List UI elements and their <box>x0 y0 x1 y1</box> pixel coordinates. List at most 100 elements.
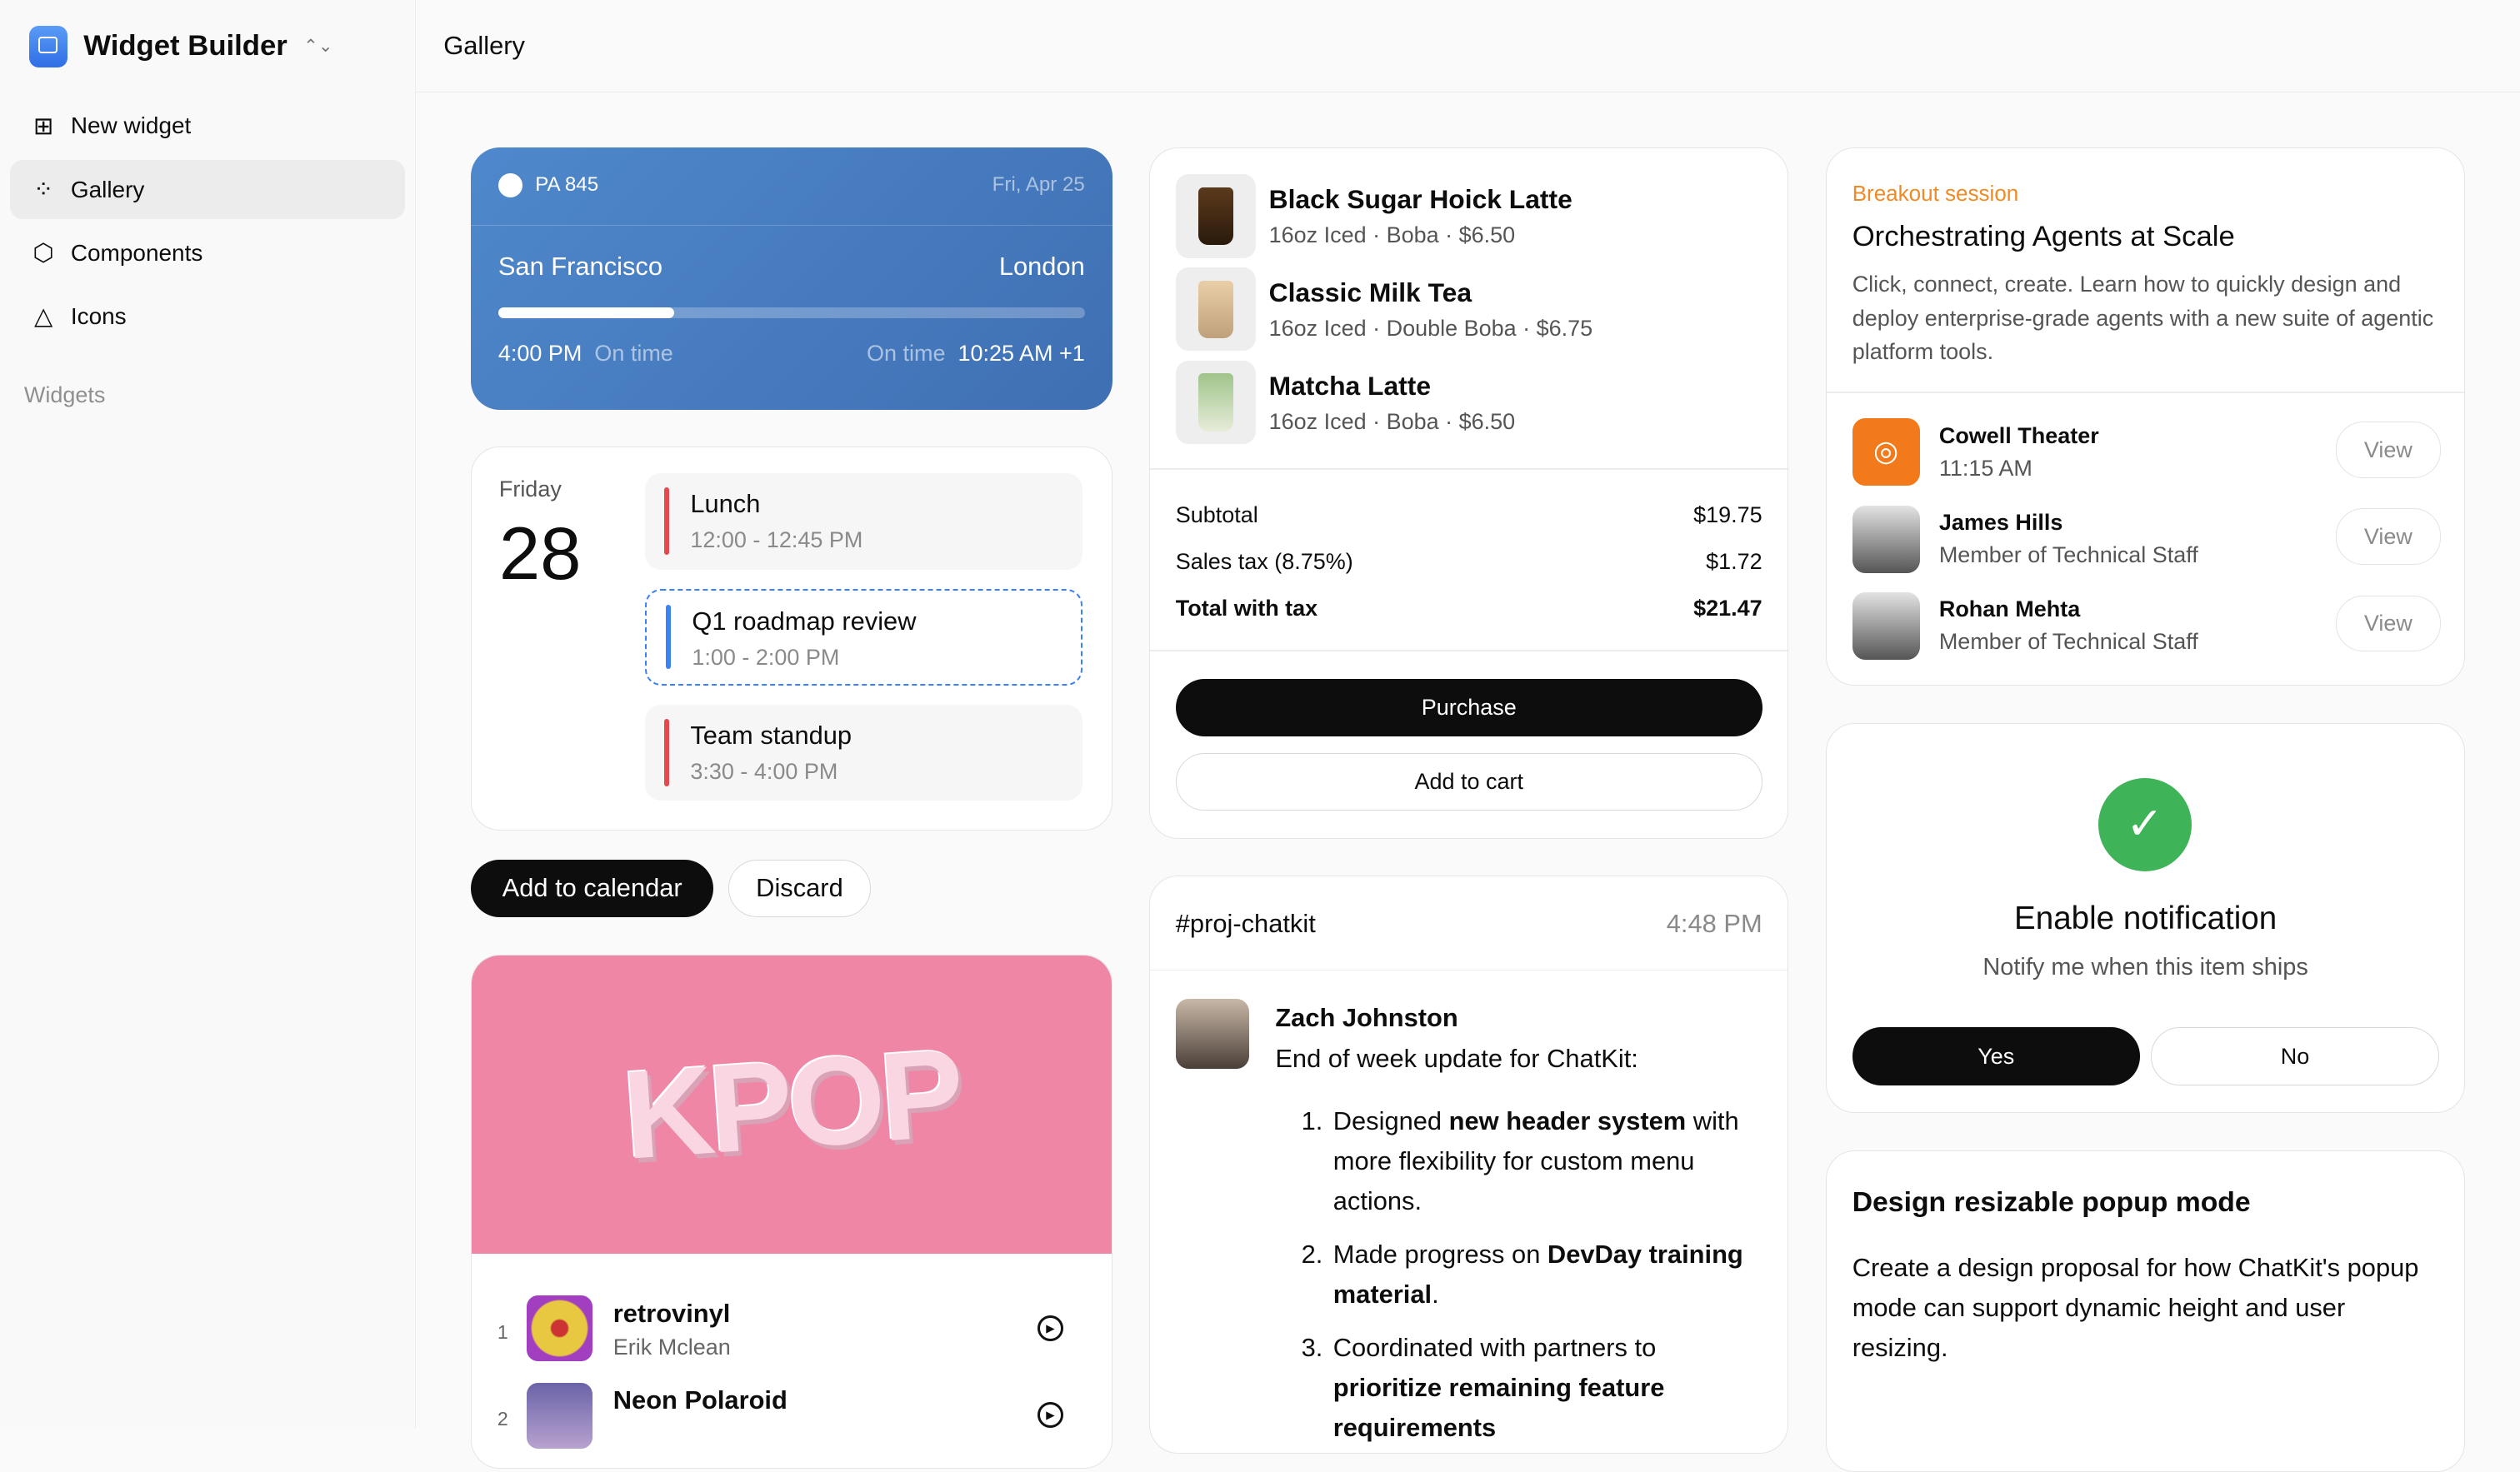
task-title: Design resizable popup mode <box>1852 1186 2251 1219</box>
track-row[interactable]: 1 retrovinyl Erik Mclean ▶ <box>472 1295 1111 1366</box>
item-desc: 16oz Iced · Boba · $6.50 <box>1268 222 1516 248</box>
flight-number: PA 845 <box>535 173 599 197</box>
item-desc: 16oz Iced · Double Boba · $6.75 <box>1268 315 1593 341</box>
check-icon: ✓ <box>2098 778 2192 872</box>
total-value: $21.47 <box>1693 595 1762 621</box>
message-time: 4:48 PM <box>1666 908 1762 938</box>
cube-icon: ⬡ <box>32 240 54 267</box>
add-to-cart-button[interactable]: Add to cart <box>1175 752 1762 811</box>
event-title: Team standup <box>690 720 852 750</box>
event-time: 1:00 - 2:00 PM <box>692 644 840 670</box>
subtotal-label: Subtotal <box>1175 501 1258 527</box>
order-item: Matcha Latte 16oz Iced · Boba · $6.50 <box>1175 360 1754 445</box>
avatar <box>1852 505 1920 573</box>
item-name: Classic Milk Tea <box>1268 277 1472 307</box>
sidebar-item-label: New widget <box>70 112 192 139</box>
flight-date: Fri, Apr 25 <box>992 173 1085 197</box>
add-to-calendar-button[interactable]: Add to calendar <box>471 859 714 918</box>
track-number: 1 <box>497 1321 508 1344</box>
task-desc: Create a design proposal for how ChatKit… <box>1852 1252 2419 1362</box>
task-widget: Design resizable popup mode Create a des… <box>1825 1150 2466 1472</box>
view-button[interactable]: View <box>2336 595 2441 652</box>
subtotal-value: $19.75 <box>1693 501 1762 527</box>
no-button[interactable]: No <box>2151 1027 2439 1085</box>
arrive-status: On time <box>867 341 946 367</box>
message-text: End of week update for ChatKit: <box>1275 1043 1638 1073</box>
update-list: Designed new header system with more fle… <box>1275 1101 1748 1453</box>
plus-square-icon: ⊞ <box>32 112 54 140</box>
item-desc: 16oz Iced · Boba · $6.50 <box>1268 408 1516 434</box>
item-name: Black Sugar Hoick Latte <box>1268 183 1572 214</box>
flight-progress-fill <box>498 307 675 319</box>
location-pin-icon: ◎ <box>1852 418 1920 487</box>
view-button[interactable]: View <box>2336 508 2441 565</box>
airline-logo-icon <box>498 173 522 198</box>
list-item: Designed new header system with more fle… <box>1330 1101 1748 1222</box>
depart-time: 4:00 PM <box>498 341 582 367</box>
event-time: 3:30 - 4:00 PM <box>690 758 838 784</box>
calendar-event-selected[interactable]: Q1 roadmap review 1:00 - 2:00 PM <box>645 588 1082 686</box>
event-tag: Breakout session <box>1852 180 2019 206</box>
event-time: 12:00 - 12:45 PM <box>690 526 863 552</box>
track-thumbnail <box>526 1295 592 1362</box>
flight-widget: PA 845 Fri, Apr 25 San Francisco London 4:… <box>471 147 1112 410</box>
sidebar-item-new-widget[interactable]: ⊞ New widget <box>10 97 405 156</box>
notification-desc: Notify me when this item ships <box>1982 953 2308 981</box>
item-image <box>1175 174 1257 258</box>
playlist-cover: KPOP <box>472 955 1112 1255</box>
event-title: Orchestrating Agents at Scale <box>1852 221 2235 253</box>
event-widget: Breakout session Orchestrating Agents at… <box>1825 147 2466 686</box>
order-item: Black Sugar Hoick Latte 16oz Iced · Boba … <box>1175 174 1754 258</box>
item-name: Matcha Latte <box>1268 370 1432 401</box>
cover-logo: KPOP <box>618 1022 964 1186</box>
speaker-role: Member of Technical Staff <box>1938 541 2198 567</box>
calendar-widget: Friday 28 Lunch 12:00 - 12:45 PM Q1 roadm… <box>471 447 1112 831</box>
date-number: 28 <box>498 512 582 596</box>
total-label: Total with tax <box>1175 595 1318 621</box>
location-name: Cowell Theater <box>1938 423 2099 449</box>
track-title: Neon Polaroid <box>612 1385 788 1415</box>
app-title: Widget Builder <box>83 30 288 62</box>
shapes-icon: △ <box>33 303 53 331</box>
speaker-role: Member of Technical Staff <box>1938 629 2198 655</box>
message-author: Zach Johnston <box>1275 1003 1458 1033</box>
sidebar-item-gallery[interactable]: ⁘ Gallery <box>9 159 405 220</box>
tax-label: Sales tax (8.75%) <box>1175 548 1353 574</box>
calendar-event[interactable]: Team standup 3:30 - 4:00 PM <box>645 704 1082 801</box>
avatar <box>1175 998 1250 1070</box>
app-switcher[interactable]: Widget Builder ⌃⌄ <box>28 25 333 67</box>
list-item: Coordinated with partners to prioritize … <box>1330 1328 1748 1449</box>
destination-city: London <box>998 251 1085 281</box>
yes-button[interactable]: Yes <box>1852 1027 2140 1085</box>
calendar-event[interactable]: Lunch 12:00 - 12:45 PM <box>645 472 1082 570</box>
event-title: Q1 roadmap review <box>692 606 917 636</box>
play-icon[interactable]: ▶ <box>1037 1315 1063 1341</box>
track-title: retrovinyl <box>612 1299 731 1329</box>
flight-progress-bar <box>498 307 1085 319</box>
sidebar-item-components[interactable]: ⬡ Components <box>10 223 405 282</box>
notification-widget: ✓ Enable notification Notify me when thi… <box>1825 722 2466 1114</box>
track-thumbnail <box>526 1382 592 1449</box>
sidebar: Widget Builder ⌃⌄ ⊞ New widget ⁘ Gallery ⬡… <box>0 0 416 1429</box>
play-icon[interactable]: ▶ <box>1037 1401 1063 1428</box>
origin-city: San Francisco <box>498 251 662 281</box>
sidebar-item-label: Icons <box>70 302 127 329</box>
app-logo-icon <box>28 25 68 67</box>
item-image <box>1175 360 1257 445</box>
track-row[interactable]: 2 Neon Polaroid ▶ <box>472 1382 1111 1454</box>
sidebar-item-icons[interactable]: △ Icons <box>10 287 405 346</box>
view-button[interactable]: View <box>2336 422 2441 478</box>
event-desc: Click, connect, create. Learn how to qui… <box>1852 272 2434 365</box>
order-widget: Black Sugar Hoick Latte 16oz Iced · Boba … <box>1148 147 1789 839</box>
order-item: Classic Milk Tea 16oz Iced · Double Boba … <box>1175 267 1754 352</box>
discard-button[interactable]: Discard <box>728 859 872 918</box>
depart-status: On time <box>594 341 673 367</box>
item-image <box>1175 267 1257 352</box>
session-time: 11:15 AM <box>1938 455 2032 481</box>
purchase-button[interactable]: Purchase <box>1175 678 1762 737</box>
page-title: Gallery <box>443 30 525 60</box>
location-row: ◎ Cowell Theater 11:15 AM View <box>1852 418 2441 487</box>
avatar <box>1852 591 1920 660</box>
speaker-row: James Hills Member of Technical Staff View <box>1852 505 2441 573</box>
speaker-row: Rohan Mehta Member of Technical Staff View <box>1852 591 2441 660</box>
